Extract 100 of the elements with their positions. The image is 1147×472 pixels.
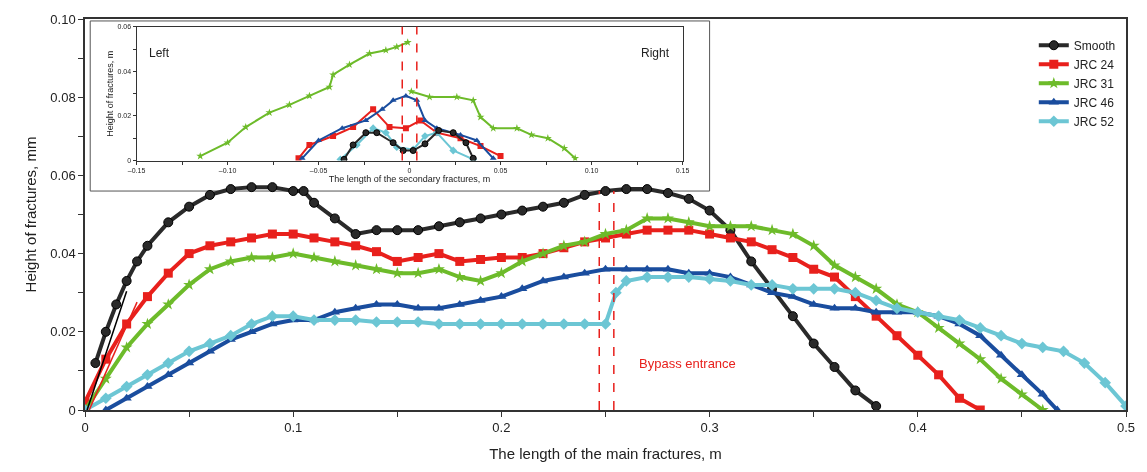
y-tick-label: 0.04 [50,246,76,262]
point [642,225,652,235]
point [204,337,216,350]
point [183,345,195,358]
point [246,182,257,193]
y-axis-title: Height of fractures, mm [22,136,40,293]
point [184,201,195,212]
legend-label: JRC 31 [1073,76,1115,91]
point [621,184,632,195]
point [371,225,382,236]
point [892,331,902,341]
point [434,249,444,259]
point [205,241,215,251]
point [953,314,966,326]
point [746,237,756,247]
point [370,106,377,113]
point [142,292,152,302]
point [386,124,393,131]
point [746,256,757,267]
x-tick-label: 0.5 [1116,420,1136,436]
point [974,322,987,334]
point [1057,345,1070,358]
point [90,358,101,369]
point [913,350,923,360]
point [704,205,715,216]
y-tick-label: 0.08 [50,89,76,105]
point [132,256,143,267]
point [120,380,133,393]
point [413,253,423,263]
point [449,146,458,155]
point [120,341,133,353]
point [705,229,715,239]
point [600,186,611,197]
point [684,225,694,235]
point [350,229,361,240]
point [351,241,361,251]
point [475,213,486,224]
point [497,153,504,160]
point [745,219,758,232]
annotation: Bypass entrance [639,356,736,371]
x-tick-label: 0.2 [492,420,511,436]
point [496,209,507,220]
point [571,154,580,161]
point [517,205,528,216]
point [184,249,194,259]
point [330,237,340,247]
point [121,275,132,286]
point [163,370,174,378]
point [381,128,390,137]
point [433,221,444,232]
y-tick-label: 0 [68,402,76,418]
point [788,253,798,263]
point [452,92,461,101]
point [100,326,111,337]
legend-label: JRC 46 [1073,95,1115,110]
point [462,139,470,147]
point [870,294,883,307]
point [661,212,674,224]
point [111,299,122,310]
point [455,256,465,266]
point [224,329,237,342]
point [974,352,987,365]
point [512,124,521,132]
point [767,245,777,255]
x-tick-label: 0.4 [908,420,927,436]
point [340,155,348,161]
point [329,213,340,224]
point [1036,341,1049,354]
point [402,125,409,132]
point [871,401,882,410]
point [476,254,486,264]
point [830,272,840,282]
point [403,38,412,46]
point [995,372,1008,384]
point [121,393,132,401]
point [345,60,354,69]
point [995,329,1007,342]
point [329,70,338,79]
point [724,219,737,232]
point [432,262,445,275]
point [141,368,154,381]
point [421,140,429,148]
point [642,184,653,195]
point [850,385,861,396]
point [449,129,457,137]
point [99,392,112,405]
point [538,201,549,212]
point [469,96,478,104]
point [392,225,403,236]
x-tick-label: 0 [81,420,89,436]
point [1078,357,1091,369]
point [808,338,819,349]
point [349,141,357,149]
point [373,129,381,137]
point [683,193,694,204]
point [809,264,819,274]
point [141,317,154,330]
point [163,268,173,278]
point [829,303,840,311]
point [849,286,862,299]
